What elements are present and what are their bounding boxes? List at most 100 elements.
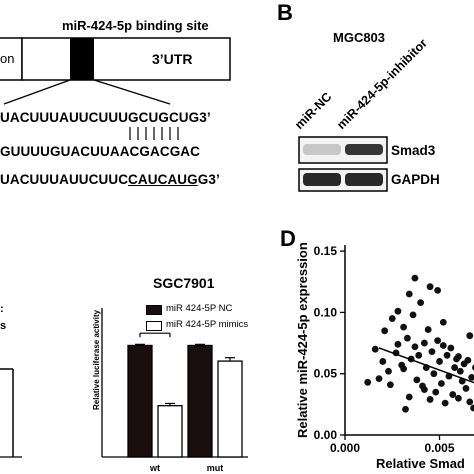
sequence-mut-prefix: UACUUUAUUCUUC: [0, 172, 129, 187]
band-label-gapdh: GAPDH: [391, 172, 440, 187]
band-label-smad3: Smad3: [391, 143, 436, 158]
scatter-point: [420, 386, 428, 394]
scatter-point: [409, 311, 417, 319]
scatter-point: [458, 377, 466, 385]
scatter-point: [451, 364, 459, 371]
scatter-point: [364, 378, 372, 386]
legend-label-nc: miR 424-5P NC: [166, 303, 233, 314]
gapdh-blot-frame: [298, 168, 388, 192]
zoom-line-right: [93, 79, 171, 105]
scatter-point: [386, 381, 394, 389]
scatter-point: [411, 343, 419, 351]
scatter-point: [385, 367, 392, 375]
scatter-point: [466, 332, 474, 340]
scatter-point: [413, 376, 421, 384]
left-box-text: on: [0, 51, 15, 66]
scatter-point: [375, 375, 383, 383]
binding-site-block: [70, 38, 94, 80]
scatter-point: [403, 334, 411, 342]
bar-ylabel: Relative luciferase activity: [92, 309, 101, 410]
scatter-point: [411, 274, 419, 282]
scatter-point: [462, 385, 470, 392]
scatter-point: [426, 283, 434, 291]
bar-category-label: mut: [207, 463, 224, 473]
scatter-point: [419, 382, 426, 390]
scatter-x-tick-label: 0.005: [424, 441, 454, 455]
legend-swatch-mimics: [146, 321, 162, 331]
scatter-point: [453, 355, 460, 363]
zoom-line-left: [3, 79, 71, 105]
panel-c-left-fragment-1: :: [0, 303, 4, 315]
scatter-point: [400, 365, 407, 373]
scatter-point: [388, 315, 396, 322]
scatter-xlabel: Relative Smad: [376, 456, 465, 471]
smad3-band: [345, 144, 383, 155]
bar-wt-0: [127, 344, 153, 458]
scatter-point: [455, 353, 462, 360]
lane-label-inhibitor: miR-424-5p-inhibitor: [334, 36, 430, 132]
sequence-mut-site: CAUCAUG: [128, 172, 198, 187]
panel-b-letter: B: [277, 0, 293, 25]
lane-label-nc: miR-NC: [292, 89, 335, 132]
scatter-y-tick-label: 0.05: [314, 367, 338, 381]
gapdh-band: [303, 173, 341, 186]
scatter-point: [415, 351, 423, 359]
sequence-wt: UACUUUAUUCUUUGCUGCUG3’: [0, 110, 211, 125]
utr-label: 3’UTR: [152, 51, 193, 67]
scatter-point: [407, 355, 415, 363]
scatter-point: [439, 342, 447, 349]
scatter-point: [434, 337, 442, 345]
bar-mut-1: [217, 360, 243, 458]
scatter-point: [417, 299, 425, 307]
scatter-y-tick-label: 0.00: [314, 428, 338, 442]
scatter-y-tick-label: 0.15: [314, 244, 338, 258]
legend-label-mimics: miR 424-5P mimics: [166, 319, 249, 330]
sequence-mut: UACUUUAUUCUUCCAUCAUGG3’: [0, 172, 220, 187]
scatter-point: [436, 358, 443, 365]
scatter-point: [398, 361, 406, 369]
scatter-point: [394, 307, 402, 315]
bar-wt-1: [157, 405, 183, 458]
panel-c-left-fragment-2: s: [0, 320, 7, 332]
panel-d-letter: D: [280, 226, 296, 251]
bar-mut-0: [187, 344, 213, 458]
scatter-point: [394, 340, 402, 348]
scatter-point: [428, 348, 436, 356]
scatter-point: [422, 364, 430, 371]
scatter-point: [400, 323, 407, 331]
scatter-point: [449, 391, 457, 398]
scatter-point: [392, 349, 400, 357]
scatter-point: [447, 344, 455, 352]
scatter-point: [426, 396, 434, 403]
binding-site-label: miR-424-5p binding site: [62, 18, 209, 33]
scatter-point: [439, 318, 447, 326]
scatter-point: [456, 367, 464, 375]
scatter-point: [438, 380, 445, 387]
scatter-point: [430, 370, 438, 378]
scatter-point: [466, 398, 474, 406]
smad3-blot-frame: [298, 136, 388, 164]
scatter-point: [455, 394, 462, 402]
scatter-ylabel: Relative miR-424-5p expression: [295, 242, 310, 438]
scatter-point: [420, 339, 428, 347]
scatter-point: [460, 360, 468, 368]
pairing-bars: [129, 127, 179, 140]
scatter-trend-line: [378, 347, 474, 384]
cell-line-label: MGC803: [333, 30, 386, 45]
scatter-point: [443, 351, 451, 359]
sequence-mir: GUUUUGUACUUAACGACGAC: [0, 144, 200, 159]
bar-category-label: wt: [149, 463, 160, 473]
scatter-point: [402, 405, 409, 413]
scatter-point: [434, 286, 442, 294]
scatter-point: [424, 326, 432, 333]
smad3-band: [303, 144, 341, 155]
bar-chart-title: SGC7901: [153, 275, 215, 291]
scatter-point: [432, 388, 440, 396]
scatter-x-tick-label: 0.000: [330, 441, 360, 455]
scatter-point: [405, 393, 413, 401]
utr-box: [21, 37, 231, 81]
scatter-point: [371, 345, 379, 353]
scatter-point: [470, 404, 474, 412]
scatter-y-tick-label: 0.10: [314, 305, 338, 319]
scatter-point: [405, 290, 413, 298]
